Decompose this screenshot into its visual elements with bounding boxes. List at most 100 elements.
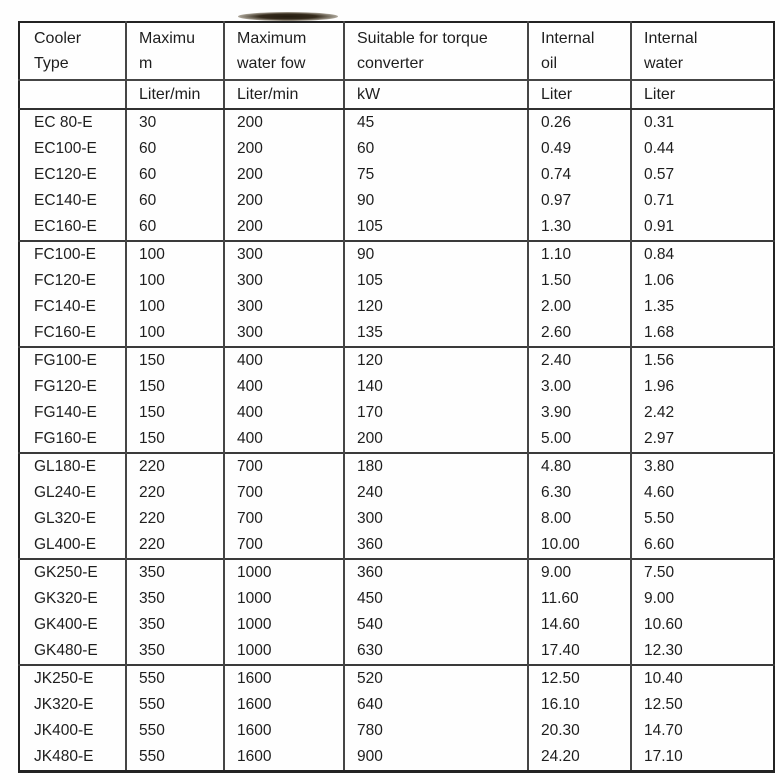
table-row: EC100-E 60 200 60 0.49 0.44 <box>19 136 774 162</box>
value-cell: 450 <box>343 586 528 612</box>
value-cell: 100 <box>125 268 224 294</box>
value-cell: 1.30 <box>527 214 631 241</box>
header-line: Internal <box>541 30 595 47</box>
table-row: EC 80-E 30 200 45 0.26 0.31 <box>19 109 774 136</box>
cooler-type-cell: FC140-E <box>34 298 97 315</box>
header-line: Internal <box>644 30 698 47</box>
cooler-type-cell: JK250-E <box>34 670 94 687</box>
cooler-type-cell: FG140-E <box>34 404 97 421</box>
table-row: JK250-E 550 1600 520 12.50 10.40 <box>19 665 774 692</box>
table-row: JK320-E 550 1600 640 16.10 12.50 <box>19 692 774 718</box>
value-cell: 3.00 <box>527 374 631 400</box>
table-row: FG140-E 150 400 170 3.90 2.42 <box>19 400 774 426</box>
value-cell: 150 <box>125 347 224 374</box>
value-cell: 1.50 <box>527 268 631 294</box>
value-cell: 400 <box>223 400 344 426</box>
cooler-type-cell: EC140-E <box>34 192 97 209</box>
value-cell: 12.50 <box>527 665 631 692</box>
header-line: Type <box>34 55 69 72</box>
value-cell: 300 <box>223 294 344 320</box>
table-row: FG160-E 150 400 200 5.00 2.97 <box>19 426 774 453</box>
value-cell: 200 <box>343 426 528 453</box>
value-cell: 30 <box>125 109 224 136</box>
scan-smudge-artifact <box>238 12 338 21</box>
table-row: GK320-E 350 1000 450 11.60 9.00 <box>19 586 774 612</box>
table-row: FG120-E 150 400 140 3.00 1.96 <box>19 374 774 400</box>
table-row: FC120-E 100 300 105 1.50 1.06 <box>19 268 774 294</box>
value-cell: 140 <box>343 374 528 400</box>
value-cell: 150 <box>125 426 224 453</box>
value-cell: 60 <box>125 136 224 162</box>
value-cell: 0.44 <box>630 136 774 162</box>
header-line: m <box>139 55 153 72</box>
value-cell: 700 <box>223 506 344 532</box>
value-cell: 4.80 <box>527 453 631 480</box>
header-torque-converter: Suitable for torque converter <box>343 22 528 80</box>
value-cell: 12.50 <box>630 692 774 718</box>
value-cell: 0.49 <box>527 136 631 162</box>
value-cell: 75 <box>343 162 528 188</box>
header-maximum: Maximu m <box>125 22 224 80</box>
cooler-type-cell: FC160-E <box>34 324 97 341</box>
value-cell: 105 <box>343 268 528 294</box>
value-cell: 100 <box>125 241 224 268</box>
value-cell: 700 <box>223 532 344 559</box>
value-cell: 0.97 <box>527 188 631 214</box>
value-cell: 350 <box>125 559 224 586</box>
cooler-type-cell: JK400-E <box>34 722 94 739</box>
table-row: FC160-E 100 300 135 2.60 1.68 <box>19 320 774 347</box>
value-cell: 14.70 <box>630 718 774 744</box>
value-cell: 1.10 <box>527 241 631 268</box>
value-cell: 550 <box>125 665 224 692</box>
table-row: EC140-E 60 200 90 0.97 0.71 <box>19 188 774 214</box>
cooler-type-cell: GK320-E <box>34 590 98 607</box>
value-cell: 60 <box>125 214 224 241</box>
cooler-type-cell: GL320-E <box>34 510 97 527</box>
value-cell: 170 <box>343 400 528 426</box>
units-cell: Liter <box>630 79 774 110</box>
value-cell: 6.60 <box>630 532 774 559</box>
value-cell: 2.40 <box>527 347 631 374</box>
value-cell: 2.42 <box>630 400 774 426</box>
table-group-ec: EC 80-E 30 200 45 0.26 0.31 EC100-E 60 200 60 0.49… <box>19 109 774 241</box>
table-group-gk: GK250-E 350 1000 360 9.00 7.50 GK320-E 350 1000 4… <box>19 559 774 665</box>
value-cell: 60 <box>125 188 224 214</box>
value-cell: 24.20 <box>527 744 631 772</box>
value-cell: 300 <box>223 320 344 347</box>
value-cell: 1.35 <box>630 294 774 320</box>
value-cell: 10.60 <box>630 612 774 638</box>
cooler-type-cell: GK400-E <box>34 616 98 633</box>
header-line: oil <box>541 55 558 72</box>
value-cell: 0.31 <box>630 109 774 136</box>
value-cell: 5.50 <box>630 506 774 532</box>
cooler-type-cell: GL180-E <box>34 458 97 475</box>
header-line: Suitable for torque <box>357 30 488 47</box>
value-cell: 6.30 <box>527 480 631 506</box>
units-cell: Liter <box>527 79 631 110</box>
value-cell: 220 <box>125 506 224 532</box>
cooler-type-cell: EC 80-E <box>34 114 93 131</box>
table-row: GK250-E 350 1000 360 9.00 7.50 <box>19 559 774 586</box>
value-cell: 1.68 <box>630 320 774 347</box>
value-cell: 150 <box>125 400 224 426</box>
cooler-type-cell: FG100-E <box>34 352 97 369</box>
value-cell: 1000 <box>223 612 344 638</box>
value-cell: 100 <box>125 320 224 347</box>
value-cell: 9.00 <box>527 559 631 586</box>
cooler-type-cell: JK480-E <box>34 748 94 765</box>
value-cell: 1000 <box>223 586 344 612</box>
value-cell: 200 <box>223 188 344 214</box>
table-group-gl: GL180-E 220 700 180 4.80 3.80 GL240-E 220 700 240… <box>19 453 774 559</box>
table-group-fg: FG100-E 150 400 120 2.40 1.56 FG120-E 150 400 140… <box>19 347 774 453</box>
value-cell: 2.00 <box>527 294 631 320</box>
cooler-type-cell: EC120-E <box>34 166 97 183</box>
value-cell: 520 <box>343 665 528 692</box>
value-cell: 0.57 <box>630 162 774 188</box>
table-row: GL400-E 220 700 360 10.00 6.60 <box>19 532 774 559</box>
value-cell: 640 <box>343 692 528 718</box>
value-cell: 7.50 <box>630 559 774 586</box>
value-cell: 105 <box>343 214 528 241</box>
units-cell: kW <box>343 79 528 110</box>
value-cell: 220 <box>125 453 224 480</box>
value-cell: 3.90 <box>527 400 631 426</box>
